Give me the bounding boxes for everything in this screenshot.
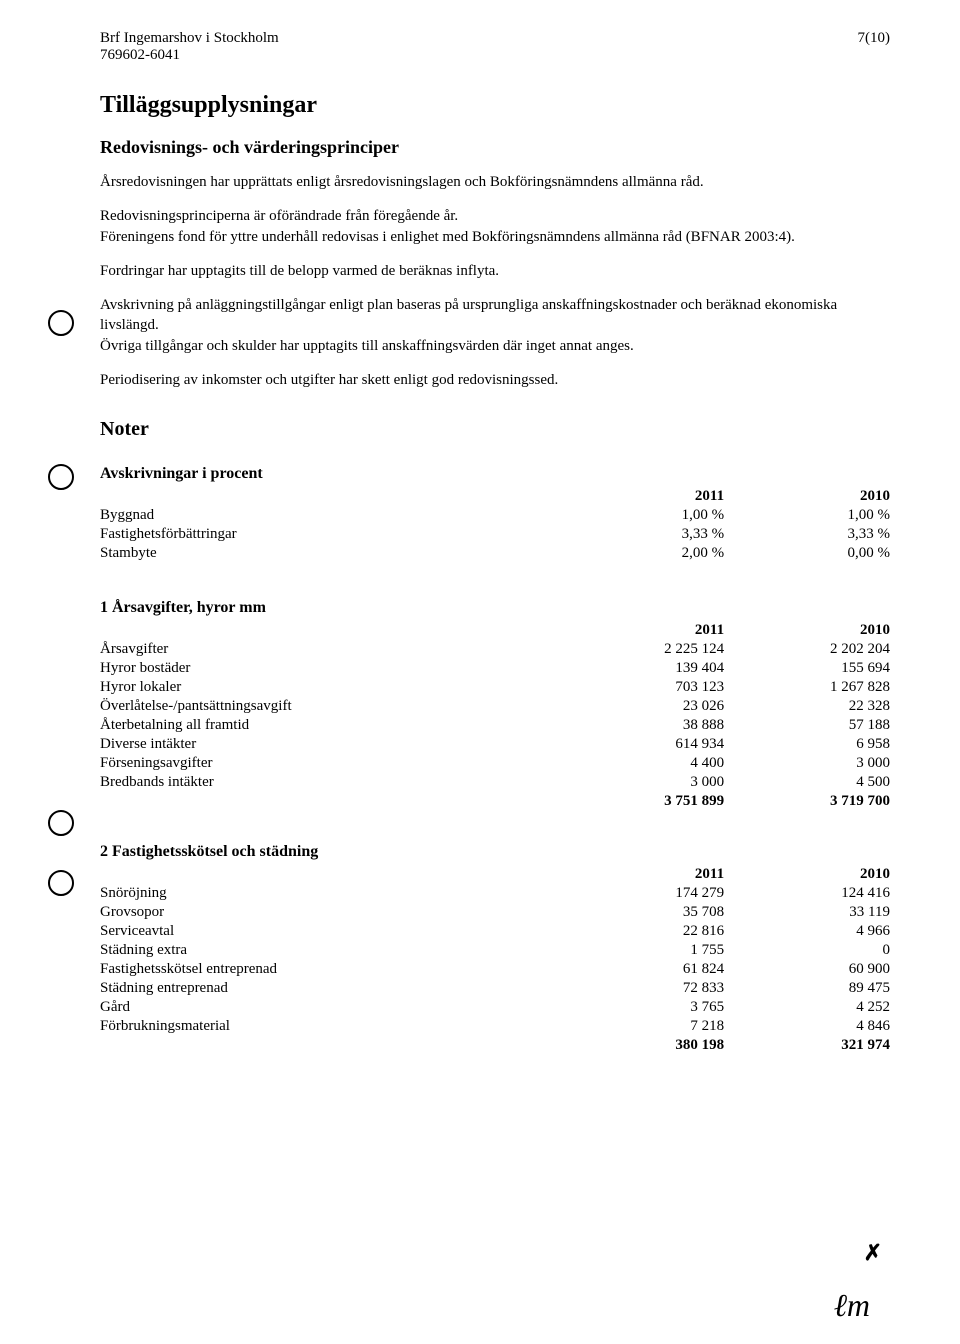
table-row: Förseningsavgifter4 4003 000	[100, 754, 890, 773]
table-row: Serviceavtal22 8164 966	[100, 922, 890, 941]
initial-mark: ✗	[864, 1240, 882, 1266]
table-row: Överlåtelse-/pantsättningsavgift23 02622…	[100, 697, 890, 716]
table-row: Gård3 7654 252	[100, 998, 890, 1017]
document-page: Brf Ingemarshov i Stockholm 769602-6041 …	[0, 0, 960, 1344]
note2-title: 2 Fastighetsskötsel och städning	[100, 843, 890, 861]
table-row: Stambyte2,00 %0,00 %	[100, 544, 890, 563]
section-subtitle: Redovisnings- och värderingsprinciper	[100, 137, 890, 158]
org-name: Brf Ingemarshov i Stockholm	[100, 30, 279, 47]
paragraph: Årsredovisningen har upprättats enligt å…	[100, 172, 890, 192]
col-header: 2011	[558, 865, 724, 884]
signature: ℓm	[834, 1287, 870, 1324]
page-header: Brf Ingemarshov i Stockholm 769602-6041 …	[100, 30, 890, 64]
table-total: 3 751 8993 719 700	[100, 792, 890, 811]
table-total: 380 198321 974	[100, 1036, 890, 1055]
table-row: Snöröjning174 279124 416	[100, 884, 890, 903]
table-row: Grovsopor35 70833 119	[100, 903, 890, 922]
table-row: Årsavgifter2 225 1242 202 204	[100, 640, 890, 659]
col-header: 2010	[724, 865, 890, 884]
notes-heading: Noter	[100, 418, 890, 441]
table-row: Städning entreprenad72 83389 475	[100, 979, 890, 998]
note2-table: 2011 2010 Snöröjning174 279124 416 Grovs…	[100, 865, 890, 1055]
avskrivningar-title: Avskrivningar i procent	[100, 465, 890, 483]
page-number: 7(10)	[858, 30, 891, 64]
paragraph: Periodisering av inkomster och utgifter …	[100, 370, 890, 390]
org-number: 769602-6041	[100, 47, 279, 64]
col-header: 2010	[724, 621, 890, 640]
paragraph: Fordringar har upptagits till de belopp …	[100, 261, 890, 281]
table-row: Återbetalning all framtid38 88857 188	[100, 716, 890, 735]
main-title: Tilläggsupplysningar	[100, 92, 890, 119]
table-row: Hyror lokaler703 1231 267 828	[100, 678, 890, 697]
paragraph: Redovisningsprinciperna är oförändrade f…	[100, 206, 890, 247]
punch-hole	[48, 870, 74, 896]
table-row: Byggnad1,00 %1,00 %	[100, 506, 890, 525]
avskrivningar-table: 2011 2010 Byggnad1,00 %1,00 % Fastighets…	[100, 487, 890, 563]
col-header: 2011	[558, 487, 724, 506]
table-row: Fastighetsskötsel entreprenad61 82460 90…	[100, 960, 890, 979]
paragraph: Avskrivning på anläggningstillgångar enl…	[100, 295, 890, 356]
table-row: Fastighetsförbättringar3,33 %3,33 %	[100, 525, 890, 544]
table-row: Hyror bostäder139 404155 694	[100, 659, 890, 678]
table-row: Städning extra1 7550	[100, 941, 890, 960]
col-header: 2010	[724, 487, 890, 506]
table-row: Diverse intäkter614 9346 958	[100, 735, 890, 754]
note1-table: 2011 2010 Årsavgifter2 225 1242 202 204 …	[100, 621, 890, 811]
note1-title: 1 Årsavgifter, hyror mm	[100, 599, 890, 617]
punch-hole	[48, 310, 74, 336]
table-row: Bredbands intäkter3 0004 500	[100, 773, 890, 792]
table-row: Förbrukningsmaterial7 2184 846	[100, 1017, 890, 1036]
punch-hole	[48, 464, 74, 490]
punch-hole	[48, 810, 74, 836]
col-header: 2011	[558, 621, 724, 640]
